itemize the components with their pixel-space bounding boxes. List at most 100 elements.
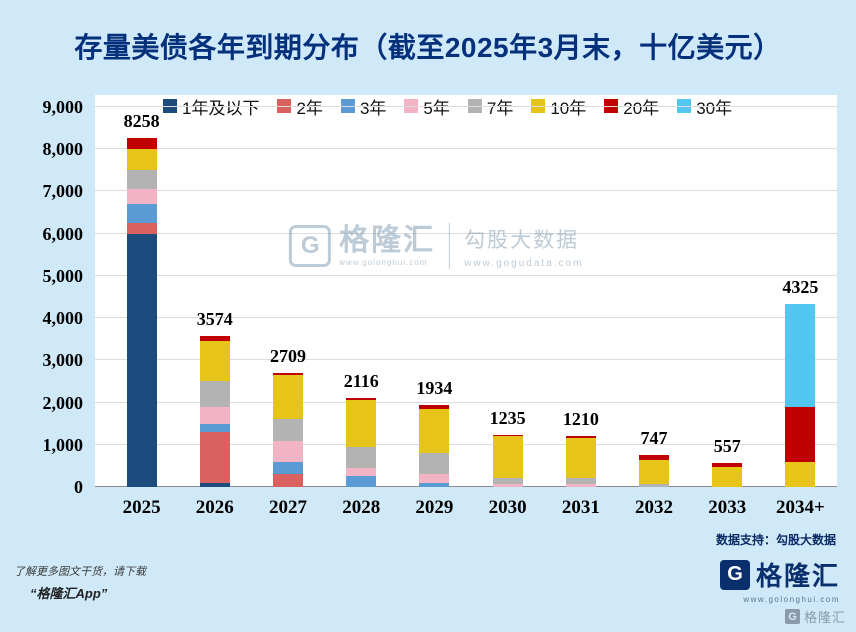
bar-slot-2027: 2709 (251, 107, 324, 487)
gridline (95, 401, 837, 403)
bar-segment-10年[interactable] (199, 341, 230, 382)
stacked-bar-2026[interactable] (199, 336, 230, 487)
gridline (95, 359, 837, 361)
y-tick-label: 4,000 (42, 308, 84, 329)
bar-segment-20年[interactable] (785, 406, 816, 462)
bar-total-label: 1934 (416, 378, 453, 399)
footer-promo-line2: “格隆汇App” (30, 586, 108, 601)
stacked-bar-2028[interactable] (346, 397, 377, 487)
bar-segment-3年[interactable] (273, 461, 303, 475)
bar-total-label: 1235 (489, 407, 526, 428)
bar-slot-2033: 557 (691, 107, 764, 487)
bar-total-label: 1210 (562, 408, 599, 429)
bar-segment-20年[interactable] (565, 435, 596, 439)
bar-segment-10年[interactable] (492, 436, 523, 479)
bar-segment-20年[interactable] (199, 336, 230, 342)
bar-total-label: 747 (640, 428, 668, 449)
bar-segment-7年[interactable] (492, 478, 523, 485)
stacked-bar-2034+[interactable] (785, 304, 816, 487)
y-tick-label: 1,000 (42, 434, 84, 455)
corner-brand-mark: G 格隆汇 (784, 607, 846, 626)
bar-segment-7年[interactable] (346, 446, 377, 469)
y-tick-label: 6,000 (42, 223, 84, 244)
bar-slot-2029: 1934 (398, 107, 471, 487)
stacked-bar-2027[interactable] (273, 372, 303, 487)
bar-segment-5年[interactable] (273, 440, 303, 462)
gridline (95, 443, 837, 445)
bar-segment-7年[interactable] (273, 419, 303, 441)
gridline (95, 232, 837, 234)
y-tick-label: 5,000 (42, 265, 84, 286)
x-tick-label: 2031 (561, 497, 600, 518)
legend-label: 1年及以下 (182, 98, 260, 118)
bar-segment-5年[interactable] (565, 484, 596, 487)
bar-segment-10年[interactable] (346, 400, 377, 447)
legend: 1年及以下 2年 3年 5年 7年 10年 20年 30年 (163, 93, 732, 119)
plot-area: 1年及以下 2年 3年 5年 7年 10年 20年 30年 8258 3574 2709 2116 1… (95, 95, 837, 487)
stacked-bar-2029[interactable] (419, 405, 450, 487)
legend-label: 30年 (696, 98, 733, 118)
stacked-bar-2031[interactable] (565, 435, 596, 487)
x-tick-label: 2027 (269, 497, 307, 518)
bar-slot-2030: 1235 (471, 107, 544, 487)
bar-slot-2031: 1210 (544, 107, 617, 487)
bar-segment-20年[interactable] (712, 463, 743, 467)
bar-segment-7年[interactable] (639, 484, 670, 487)
legend-label: 7年 (486, 98, 514, 118)
brand-url: www.golonghui.com (743, 595, 840, 604)
bar-segment-10年[interactable] (126, 149, 157, 171)
bar-segment-20年[interactable] (639, 455, 670, 460)
stacked-bar-2030[interactable] (492, 434, 523, 487)
bar-segment-1年及以下[interactable] (126, 233, 157, 487)
bar-segment-10年[interactable] (273, 375, 303, 420)
bar-segment-3年[interactable] (126, 204, 157, 224)
x-tick-label: 2029 (415, 497, 454, 518)
bar-segment-7年[interactable] (419, 453, 450, 475)
y-tick-label: 3,000 (42, 350, 84, 371)
bar-segment-10年[interactable] (712, 466, 743, 487)
bar-segment-3年[interactable] (199, 423, 230, 433)
legend-label: 5年 (423, 98, 450, 118)
bar-segment-2年[interactable] (126, 223, 157, 234)
stacked-bar-2032[interactable] (639, 455, 670, 487)
bar-segment-10年[interactable] (785, 461, 816, 487)
bar-slot-2034+: 4325 (764, 107, 837, 487)
bar-segment-7年[interactable] (565, 478, 596, 485)
x-tick-label: 2025 (122, 497, 161, 518)
bar-segment-5年[interactable] (419, 474, 450, 483)
bar-slot-2032: 747 (617, 107, 690, 487)
bar-segment-3年[interactable] (419, 482, 450, 487)
bar-segment-30年[interactable] (785, 304, 816, 407)
bar-segment-5年[interactable] (492, 484, 523, 487)
legend-label: 3年 (359, 98, 387, 118)
bar-segment-5年[interactable] (346, 468, 377, 477)
bar-segment-10年[interactable] (565, 438, 596, 479)
y-tick-label: 0 (74, 477, 83, 497)
bar-segment-10年[interactable] (419, 408, 450, 454)
bar-segment-5年[interactable] (199, 406, 230, 424)
grid-area: 8258 3574 2709 2116 1934 1235 1210 747 557 4325 (95, 106, 837, 487)
bar-segment-7年[interactable] (126, 170, 157, 190)
bar-segment-7年[interactable] (199, 381, 230, 407)
bar-segment-20年[interactable] (346, 397, 377, 401)
x-axis-line (95, 486, 837, 487)
x-tick-label: 2032 (635, 497, 674, 518)
x-axis: 2025 2026 2027 2028 2029 2030 2031 2032 2033 2034… (105, 497, 837, 519)
stacked-bar-2033[interactable] (712, 463, 743, 487)
stacked-bar-2025[interactable] (126, 138, 157, 487)
bar-total-label: 557 (713, 436, 741, 457)
bar-segment-20年[interactable] (273, 372, 303, 376)
bar-segment-20年[interactable] (419, 405, 450, 409)
x-tick-label: 2030 (488, 497, 527, 518)
bar-segment-1年及以下[interactable] (199, 482, 230, 487)
gridline (95, 317, 837, 319)
bar-segment-3年[interactable] (346, 476, 377, 487)
bar-segment-2年[interactable] (273, 474, 303, 487)
x-tick-label: 2034+ (776, 497, 825, 518)
bar-segment-2年[interactable] (199, 432, 230, 483)
bar-segment-5年[interactable] (126, 189, 157, 205)
bar-segment-20年[interactable] (492, 434, 523, 437)
bar-segment-20年[interactable] (126, 138, 157, 150)
bar-segment-10年[interactable] (639, 459, 670, 485)
